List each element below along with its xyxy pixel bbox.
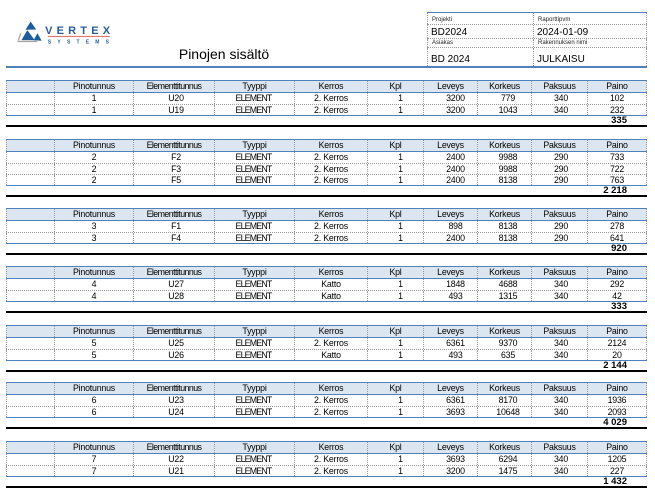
svg-text:VERTEX: VERTEX: [45, 25, 114, 37]
svg-text:SYSTEMS: SYSTEMS: [48, 39, 115, 45]
